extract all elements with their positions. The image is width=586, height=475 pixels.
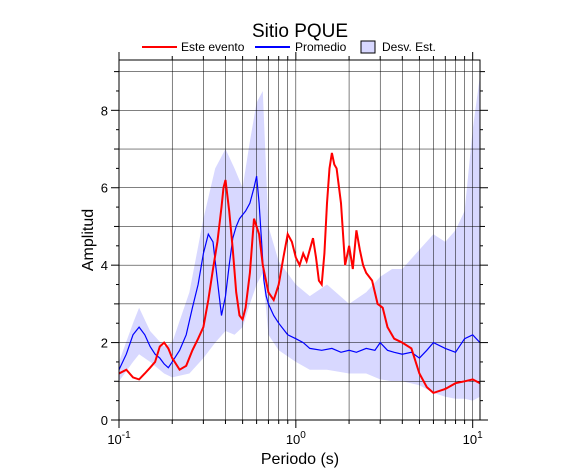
legend-label: Este evento	[181, 40, 245, 54]
y-tick-label: 6	[101, 181, 108, 196]
x-tick-label: 100	[286, 430, 306, 447]
este-evento-line	[118, 152, 481, 395]
y-tick-label: 8	[101, 103, 108, 118]
x-axis-title: Periodo (s)	[261, 451, 339, 468]
legend-swatch	[360, 40, 376, 54]
axis-ticks	[111, 52, 488, 428]
legend-item: Desv. Est.	[360, 40, 436, 54]
legend: Este evento Promedio Desv. Est.	[142, 40, 436, 54]
std-dev-band	[119, 75, 480, 401]
plot-area	[111, 52, 488, 428]
x-tick-label: 10-1	[107, 430, 131, 447]
y-axis-title: Amplitud	[80, 209, 97, 271]
legend-label: Promedio	[295, 40, 347, 54]
legend-item: Este evento	[142, 40, 245, 54]
legend-item: Promedio	[255, 40, 347, 54]
promedio-line	[118, 175, 481, 370]
y-tick-label: 2	[101, 336, 108, 351]
tick-labels: 0 2 4 6 8 10-1 100 101	[101, 103, 483, 447]
plot-frame	[118, 59, 481, 421]
y-tick-label: 4	[101, 258, 108, 273]
y-tick-label: 0	[101, 413, 108, 428]
chart-title: Sitio PQUE	[252, 21, 348, 42]
x-tick-label: 101	[463, 430, 483, 447]
grid	[118, 60, 480, 421]
legend-label: Desv. Est.	[382, 40, 436, 54]
